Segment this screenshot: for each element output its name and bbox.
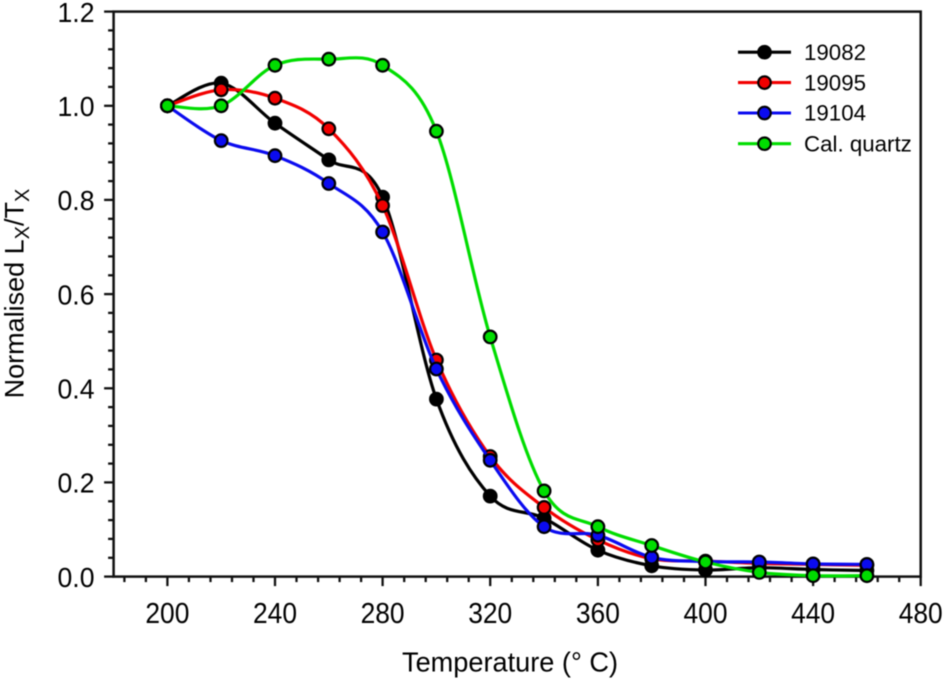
svg-text:1.0: 1.0 (58, 91, 95, 122)
svg-text:0.8: 0.8 (58, 185, 95, 216)
svg-text:19082: 19082 (804, 40, 866, 65)
svg-text:Normalised LX/TX: Normalised LX/TX (0, 189, 34, 399)
svg-text:1.2: 1.2 (58, 0, 95, 28)
svg-text:200: 200 (145, 598, 189, 630)
svg-text:Cal. quartz: Cal. quartz (804, 131, 912, 156)
svg-text:480: 480 (899, 598, 943, 630)
svg-text:19104: 19104 (804, 101, 866, 126)
svg-text:0.6: 0.6 (58, 279, 95, 310)
svg-text:19095: 19095 (804, 70, 866, 95)
svg-text:320: 320 (468, 598, 512, 630)
svg-text:440: 440 (791, 598, 835, 630)
svg-text:240: 240 (253, 598, 297, 630)
svg-text:0.0: 0.0 (58, 562, 95, 593)
svg-text:Temperature (° C): Temperature (° C) (402, 647, 618, 678)
svg-text:0.2: 0.2 (58, 468, 95, 499)
svg-text:360: 360 (576, 598, 620, 630)
svg-text:280: 280 (361, 598, 405, 630)
svg-text:400: 400 (684, 598, 728, 630)
svg-text:0.4: 0.4 (58, 374, 95, 405)
